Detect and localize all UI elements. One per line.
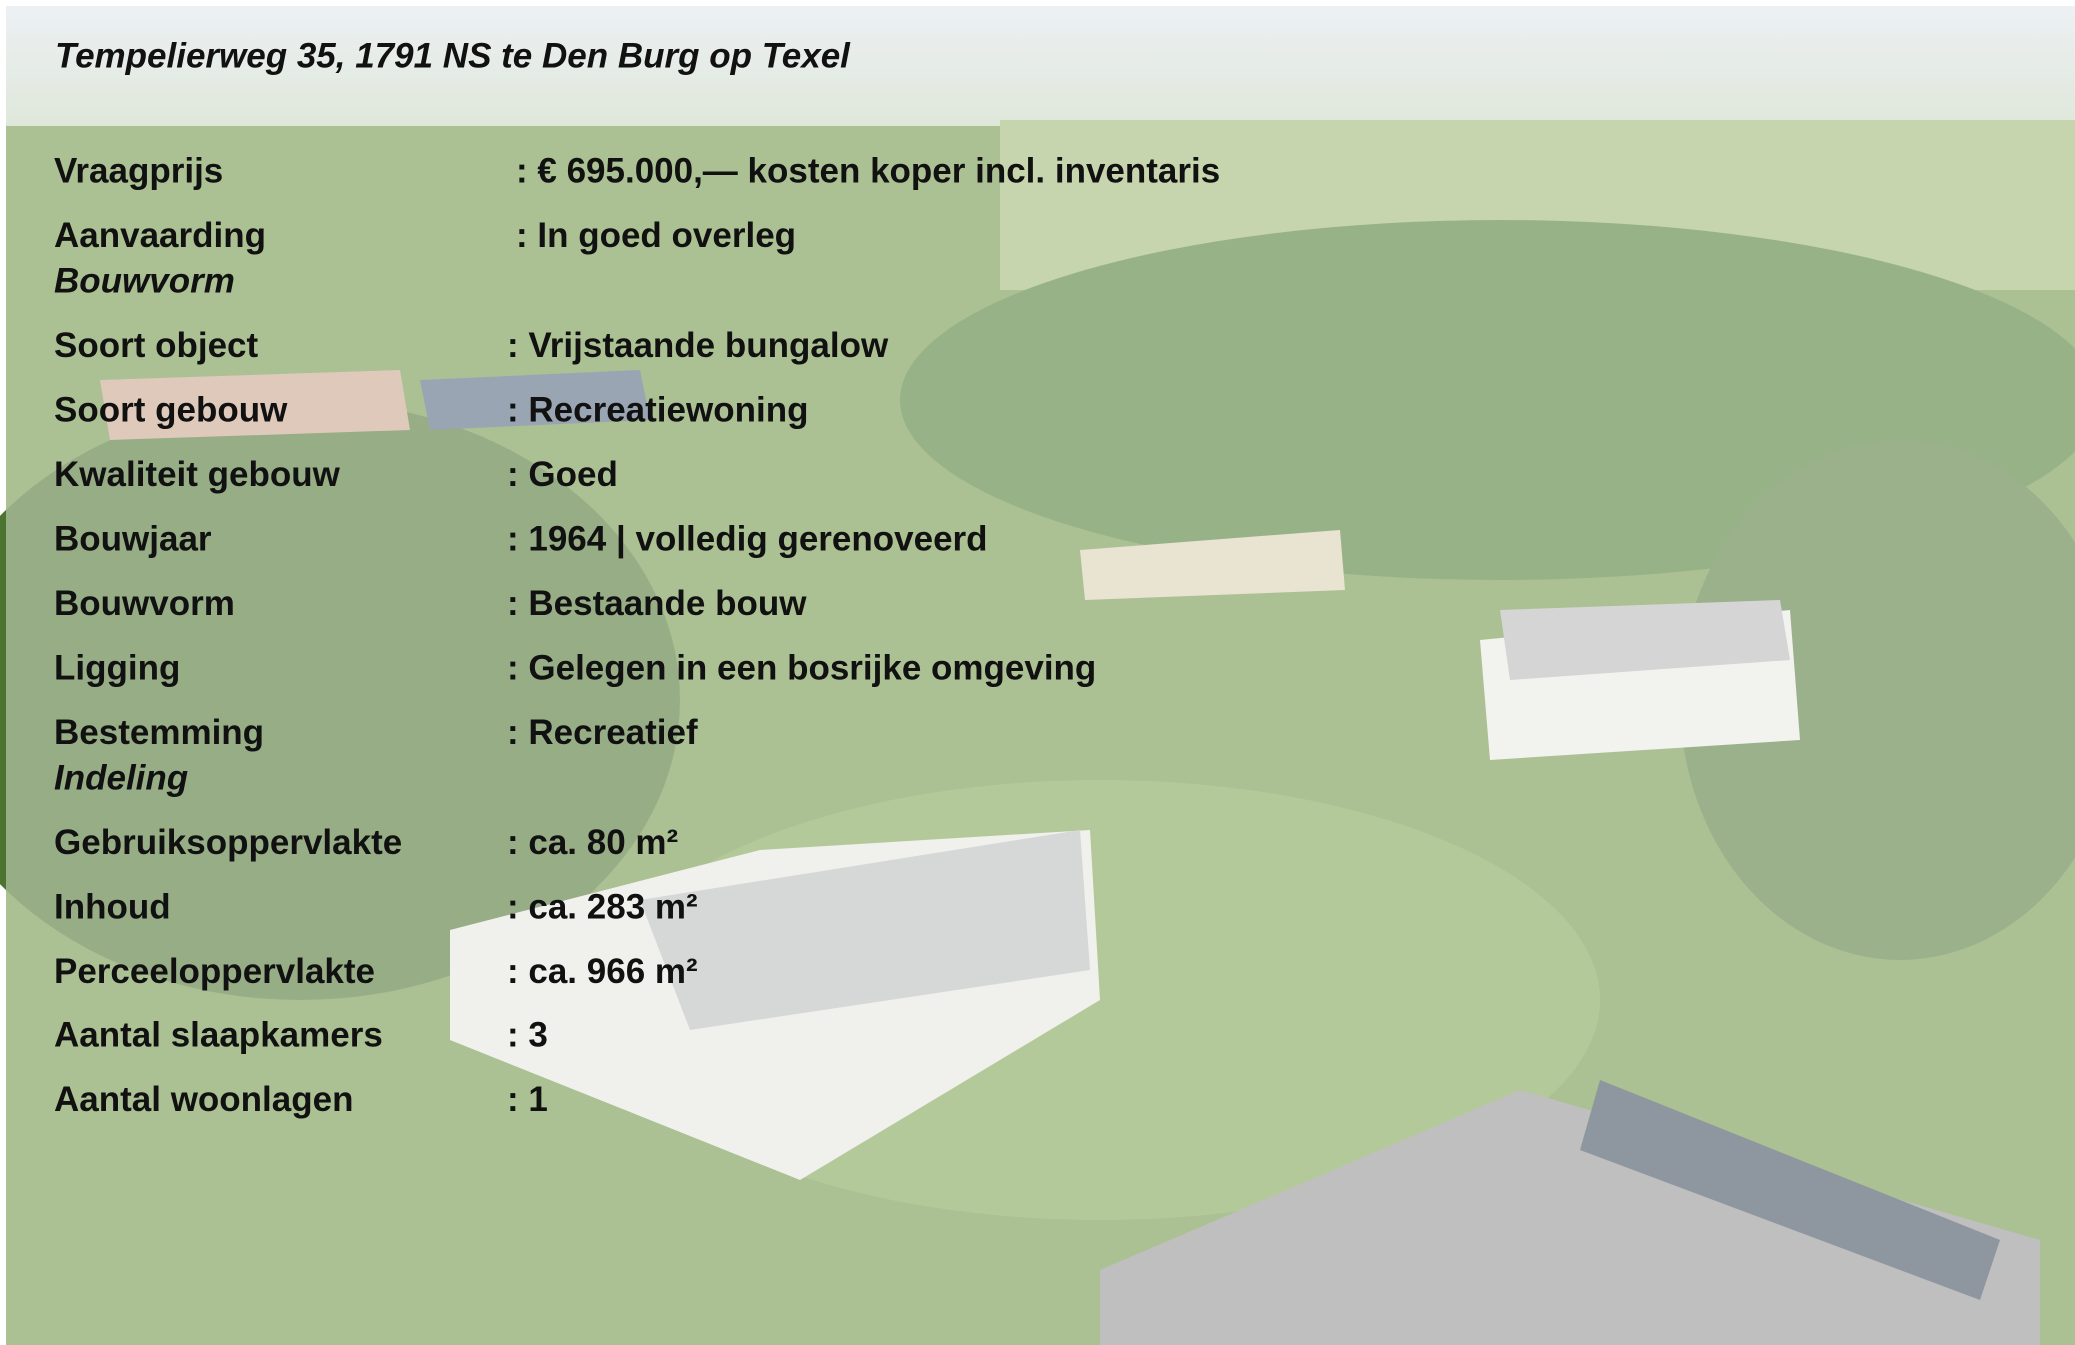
field-label: Aantal slaapkamers: [54, 1015, 383, 1054]
field-value: : ca. 283 m²: [507, 887, 698, 926]
field-label: Bestemming: [54, 713, 264, 752]
field-label: Aanvaarding: [54, 216, 266, 255]
field-value: : ca. 80 m²: [507, 823, 678, 862]
field-value: : In goed overleg: [516, 216, 796, 255]
section-heading: Indeling: [54, 758, 188, 797]
field-label: Ligging: [54, 648, 180, 687]
field-label: Soort gebouw: [54, 390, 288, 429]
field-value: : 1: [507, 1080, 548, 1119]
field-value: : Bestaande bouw: [507, 584, 807, 623]
field-value: : 3: [507, 1015, 548, 1054]
field-label: Gebruiksoppervlakte: [54, 823, 402, 862]
field-value: : € 695.000,— kosten koper incl. inventa…: [516, 151, 1220, 190]
field-value: : Vrijstaande bungalow: [507, 326, 889, 365]
field-label: Perceeloppervlakte: [54, 952, 375, 991]
field-value: : Gelegen in een bosrijke omgeving: [507, 648, 1096, 687]
field-value: : Goed: [507, 455, 618, 494]
field-label: Inhoud: [54, 887, 171, 926]
field-value: : 1964 | volledig gerenoveerd: [507, 519, 988, 558]
address-title: Tempelierweg 35, 1791 NS te Den Burg op …: [55, 36, 851, 75]
field-label: Aantal woonlagen: [54, 1080, 353, 1119]
listing-sheet: Tempelierweg 35, 1791 NS te Den Burg op …: [0, 0, 2075, 1345]
field-label: Bouwvorm: [54, 584, 235, 623]
field-value: : ca. 966 m²: [507, 952, 698, 991]
field-value: : Recreatief: [507, 713, 698, 752]
field-label: Soort object: [54, 326, 259, 365]
field-label: Vraagprijs: [54, 151, 223, 190]
field-label: Bouwjaar: [54, 519, 212, 558]
section-heading: Bouwvorm: [54, 261, 235, 300]
page: Tempelierweg 35, 1791 NS te Den Burg op …: [0, 0, 2075, 1345]
field-label: Kwaliteit gebouw: [54, 455, 341, 494]
field-value: : Recreatiewoning: [507, 390, 808, 429]
